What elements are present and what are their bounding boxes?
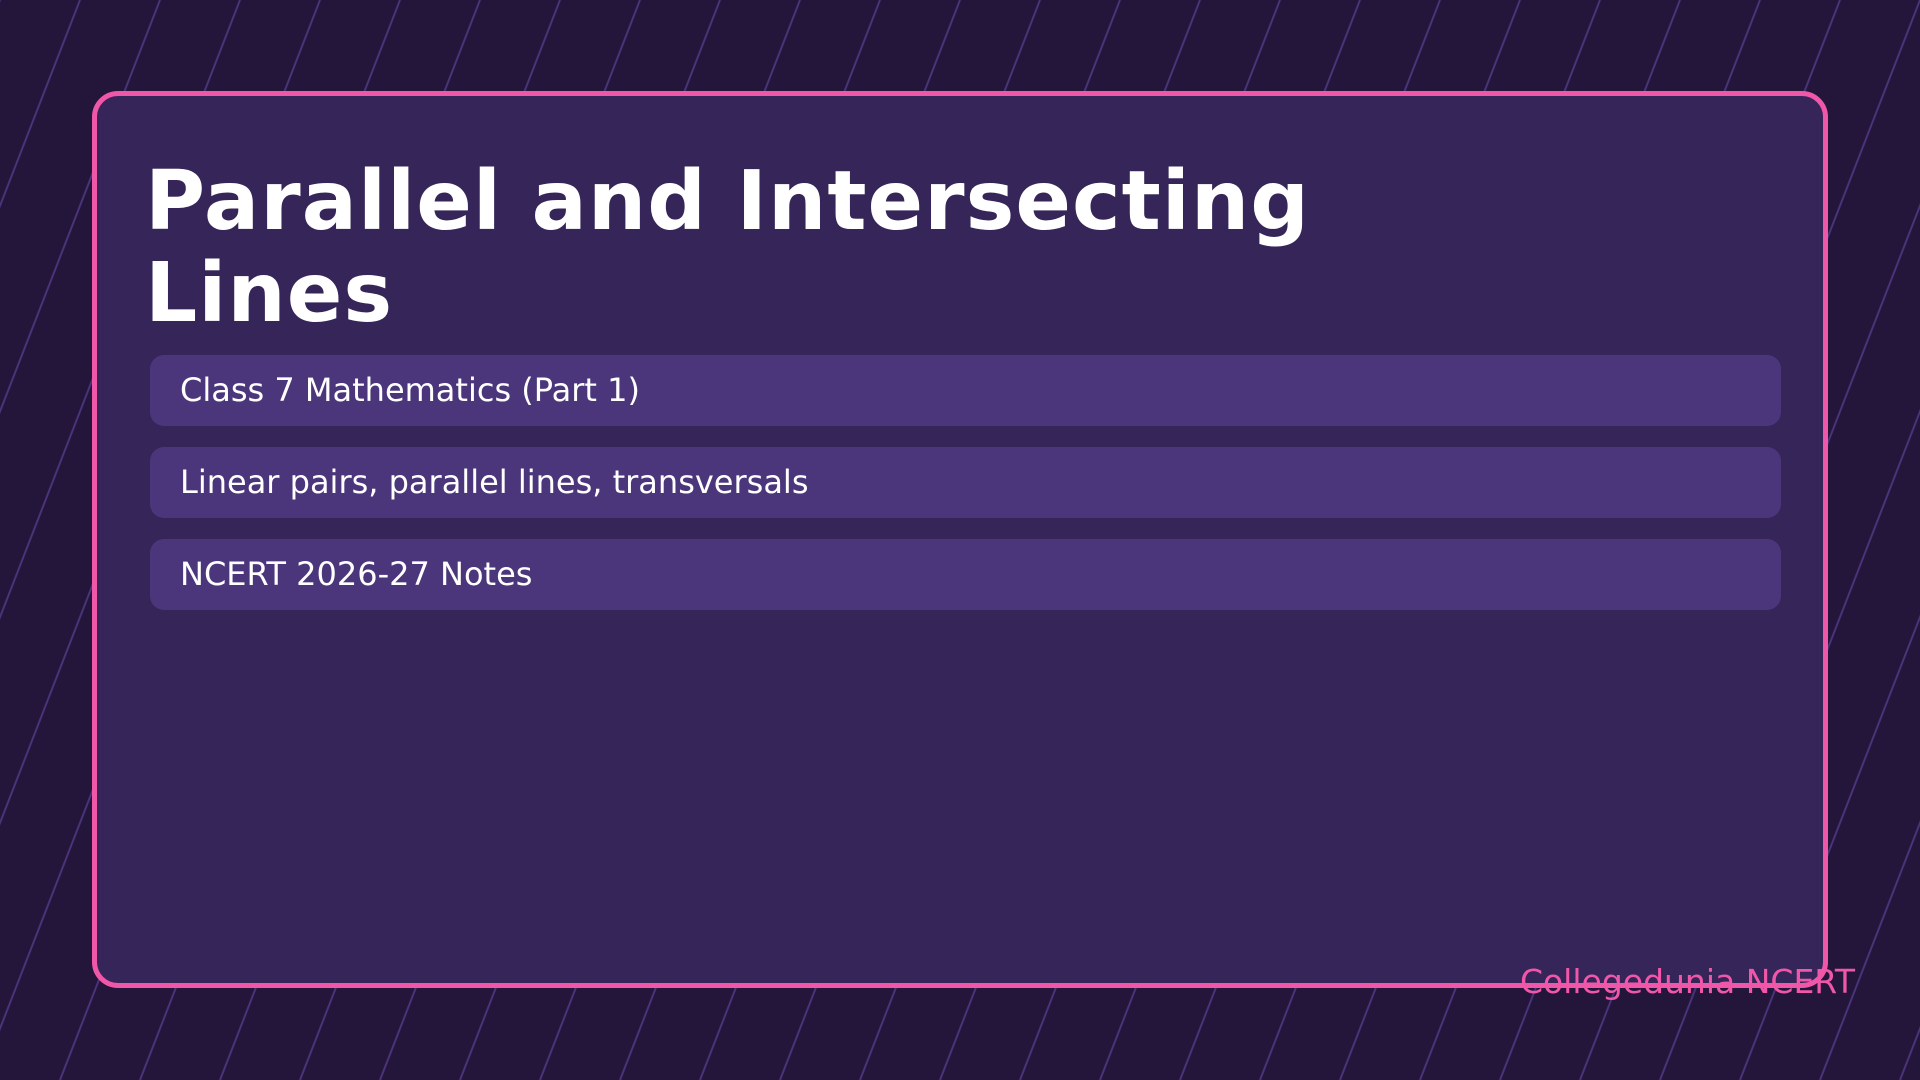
slide-title: Parallel and Intersecting Lines bbox=[145, 154, 1310, 341]
topic-item-class: Class 7 Mathematics (Part 1) bbox=[150, 355, 1781, 426]
background-stripe bbox=[1899, 1025, 1920, 1080]
background-stripe bbox=[0, 0, 81, 209]
footer-brand: Collegedunia NCERT bbox=[1519, 962, 1855, 1001]
slide-card: Parallel and Intersecting Lines Class 7 … bbox=[92, 91, 1828, 988]
background-stripe bbox=[1819, 820, 1920, 1080]
background-stripe bbox=[0, 0, 161, 415]
topic-item-notes: NCERT 2026-27 Notes bbox=[150, 539, 1781, 610]
topic-item-subtopics: Linear pairs, parallel lines, transversa… bbox=[150, 447, 1781, 518]
topic-list: Class 7 Mathematics (Part 1) Linear pair… bbox=[150, 355, 1781, 631]
